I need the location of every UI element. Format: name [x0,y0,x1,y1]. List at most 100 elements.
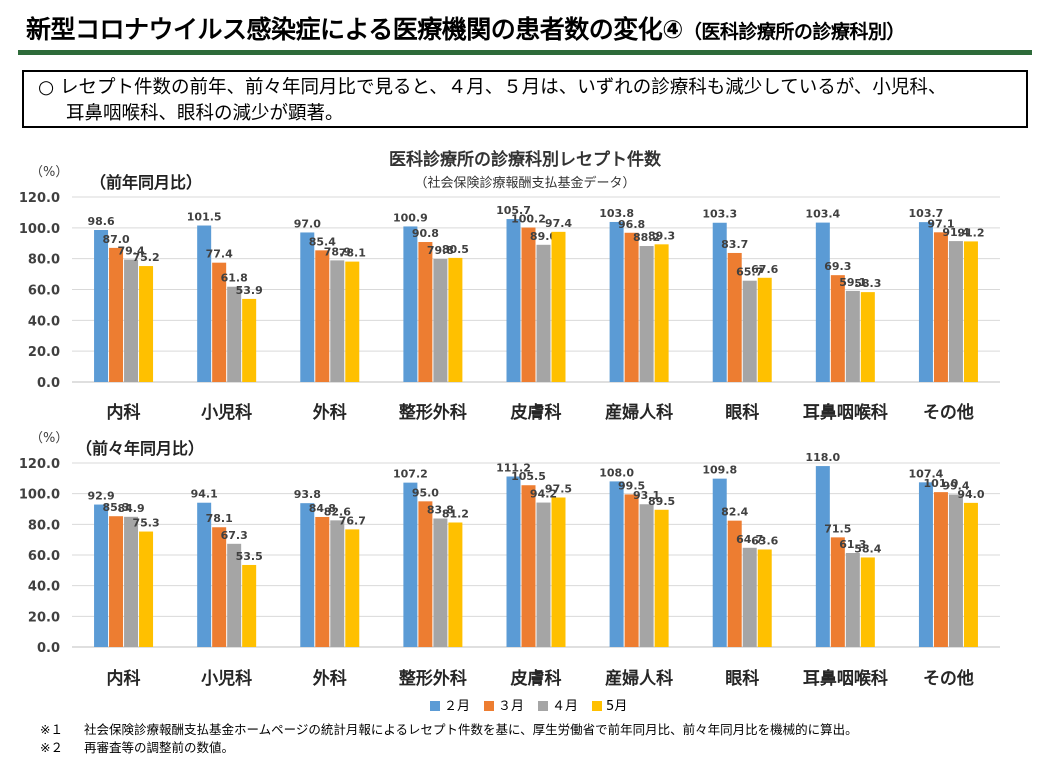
data-label: 83.8 [427,504,454,517]
bar [109,247,124,382]
legend-swatch [484,701,495,711]
data-label: 97.0 [294,217,321,230]
data-label: 94.2 [530,488,557,501]
summary-note-line-2: 耳鼻咽喉科、眼科の減少が顕著。 [66,103,344,124]
bar [418,501,433,647]
category-label: 整形外科 [399,668,467,689]
data-label: 53.9 [236,284,263,297]
data-label: 90.8 [412,227,439,240]
y-tick-label: 80.0 [28,518,60,533]
legend-swatch [430,701,440,711]
data-label: 79.4 [117,245,144,258]
footnote-2: ※２ 再審査等の調整前の数値。 [40,739,858,757]
data-label: 88.2 [633,231,660,244]
data-label: 92.9 [87,490,114,503]
footnote-mark: ※２ [40,740,63,755]
bar [109,516,124,647]
data-label: 93.1 [633,489,660,502]
bar [712,222,727,382]
title-underline [18,50,1032,55]
bar [933,232,948,382]
bar [330,520,345,647]
data-label: 91.2 [957,226,984,239]
data-label: 82.6 [324,505,351,518]
category-label: 小児科 [201,668,252,689]
data-label: 107.4 [909,467,944,480]
bar [536,502,551,647]
category-label: 耳鼻咽喉科 [803,668,888,689]
data-label: 89.5 [648,495,675,508]
category-label: 耳鼻咽喉科 [803,402,888,423]
bar [300,503,315,647]
y-tick-label: 120.0 [19,457,60,472]
bar [94,504,109,647]
data-label: 118.0 [805,451,840,464]
bar [609,221,624,382]
bar [433,518,448,647]
data-label: 103.7 [909,207,944,220]
bar [609,481,624,647]
legend-swatch [592,701,603,711]
data-label: 103.3 [702,208,737,221]
data-label: 67.6 [751,263,778,276]
bar [300,232,315,382]
y-tick-label: 20.0 [28,345,60,360]
data-label: 100.2 [511,213,546,226]
data-label: 58.4 [854,542,881,555]
page-title-sub: （医科診療所の診療科別） [682,21,906,43]
category-label: 外科 [313,668,347,689]
y-tick-label: 0.0 [37,641,60,656]
bar [918,482,933,647]
bar [624,232,639,382]
y-tick-label: 120.0 [19,191,60,206]
y-axis-unit-label: （%） [30,165,68,180]
data-label: 61.8 [221,272,248,285]
data-label: 97.5 [545,483,572,496]
y-tick-label: 80.0 [28,253,60,268]
data-label: 65.7 [736,266,763,279]
bar [654,509,669,647]
bar [403,226,418,382]
footnotes: ※１ 社会保険診療報酬支払基金ホームページの統計月報によるレセプト件数を基に、厚生… [40,721,858,757]
data-label: 98.6 [87,215,114,228]
data-label: 58.3 [854,277,881,290]
data-label: 84.9 [117,502,144,515]
bar [830,537,845,647]
data-label: 107.2 [393,468,428,481]
bar [830,275,845,382]
legend-item: ３月 [484,695,524,714]
data-label: 80.5 [442,243,469,256]
data-label: 67.3 [221,529,248,542]
y-tick-label: 0.0 [37,376,60,391]
legend-item: 5月 [592,695,627,714]
legend-item: ２月 [430,695,470,714]
bar [860,557,875,647]
category-label: 眼科 [725,402,759,423]
y-tick-label: 100.0 [19,488,60,503]
data-label: 83.7 [721,238,748,251]
bar [345,261,360,382]
legend-label: ４月 [552,699,579,714]
data-label: 84.8 [309,502,336,515]
bar [727,252,742,382]
legend-swatch [538,701,549,711]
bar [330,260,345,382]
bar [403,482,418,647]
data-label: 63.6 [751,534,778,547]
page-title-main: 新型コロナウイルス感染症による医療機関の患者数の変化④ [26,15,683,44]
bar [948,241,963,382]
data-label: 64.7 [736,533,763,546]
bar [757,549,772,647]
data-label: 93.8 [294,488,321,501]
y-axis-unit-label: （%） [30,431,68,446]
legend-label: 5月 [606,699,628,714]
data-label: 99.5 [618,479,645,492]
y-tick-label: 40.0 [28,580,60,595]
data-label: 100.9 [393,211,428,224]
chart-title: 医科診療所の診療科別レセプト件数 [389,150,661,170]
bar [624,494,639,647]
bar [963,241,978,382]
bar [815,222,830,382]
bar [742,280,757,382]
